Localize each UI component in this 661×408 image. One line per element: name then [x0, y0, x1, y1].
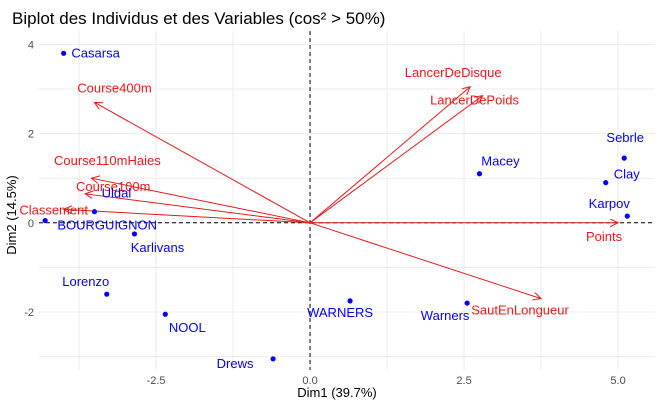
variable-arrow [94, 102, 311, 224]
x-tick-label: 0.0 [302, 375, 317, 387]
individual-label: WARNERS [307, 305, 373, 320]
individual-label: Macey [481, 154, 520, 169]
individual-point [91, 209, 98, 215]
individual-label: Casarsa [71, 45, 120, 60]
x-tick-label: 5.0 [610, 375, 625, 387]
variable-arrow [309, 87, 470, 224]
variable-label: LancerDeDisque [405, 65, 502, 80]
y-axis-title: Dim2 (14.5%) [4, 175, 19, 254]
individual-point [270, 356, 276, 362]
individual-label: Lorenzo [62, 274, 109, 289]
y-tick-label: 4 [28, 39, 34, 51]
individual-point [476, 171, 483, 177]
variable-label: Course400m [77, 80, 151, 95]
individual-point [603, 180, 609, 186]
variable-arrow [309, 222, 541, 299]
individual-point [104, 291, 110, 297]
individual-label: Clay [614, 167, 641, 182]
variable-arrow [91, 178, 311, 224]
individual-label: Karlivans [131, 240, 185, 255]
individual-point [624, 213, 630, 219]
variable-arrow [64, 209, 311, 224]
individual-label: NOOL [169, 320, 206, 335]
individual-point [621, 155, 627, 161]
x-tick-label: 2.5 [456, 375, 471, 387]
individual-label: Drews [217, 356, 254, 371]
variable-arrow [309, 96, 482, 224]
x-axis-title: Dim1 (39.7%) [297, 385, 376, 400]
variable-label: Classement [19, 202, 88, 217]
plot-area: -2.5 0.0 2.5 5.0 -2 0 2 4 Course400m Course110mHa… [19, 31, 655, 387]
variable-label: Course110mHaies [54, 153, 161, 168]
y-tick-label: -2 [24, 307, 34, 319]
individual-point [162, 311, 168, 317]
individual-label: Warners [421, 308, 470, 323]
individual-label: Karpov [589, 196, 631, 211]
variable-label: LancerDePoids [430, 93, 519, 108]
variable-label: Course100m [76, 179, 150, 194]
y-tick-label: 2 [28, 129, 34, 141]
chart-title: Biplot des Individus et des Variables (c… [12, 9, 385, 28]
y-tick-label: 0 [28, 218, 34, 230]
x-tick-label: -2.5 [147, 375, 166, 387]
individual-point [464, 300, 470, 306]
individual-label: BOURGUIGNON [57, 218, 157, 233]
individual-point [131, 231, 138, 237]
variable-label: SautEnLongueur [471, 303, 569, 318]
variable-arrow [85, 194, 311, 224]
individual-label: Uldal [102, 186, 132, 201]
individual-point [347, 298, 353, 304]
variable-label: Points [586, 229, 623, 244]
individual-label: Sebrle [606, 130, 644, 145]
individual-point [61, 50, 67, 56]
individual-point [42, 217, 48, 224]
